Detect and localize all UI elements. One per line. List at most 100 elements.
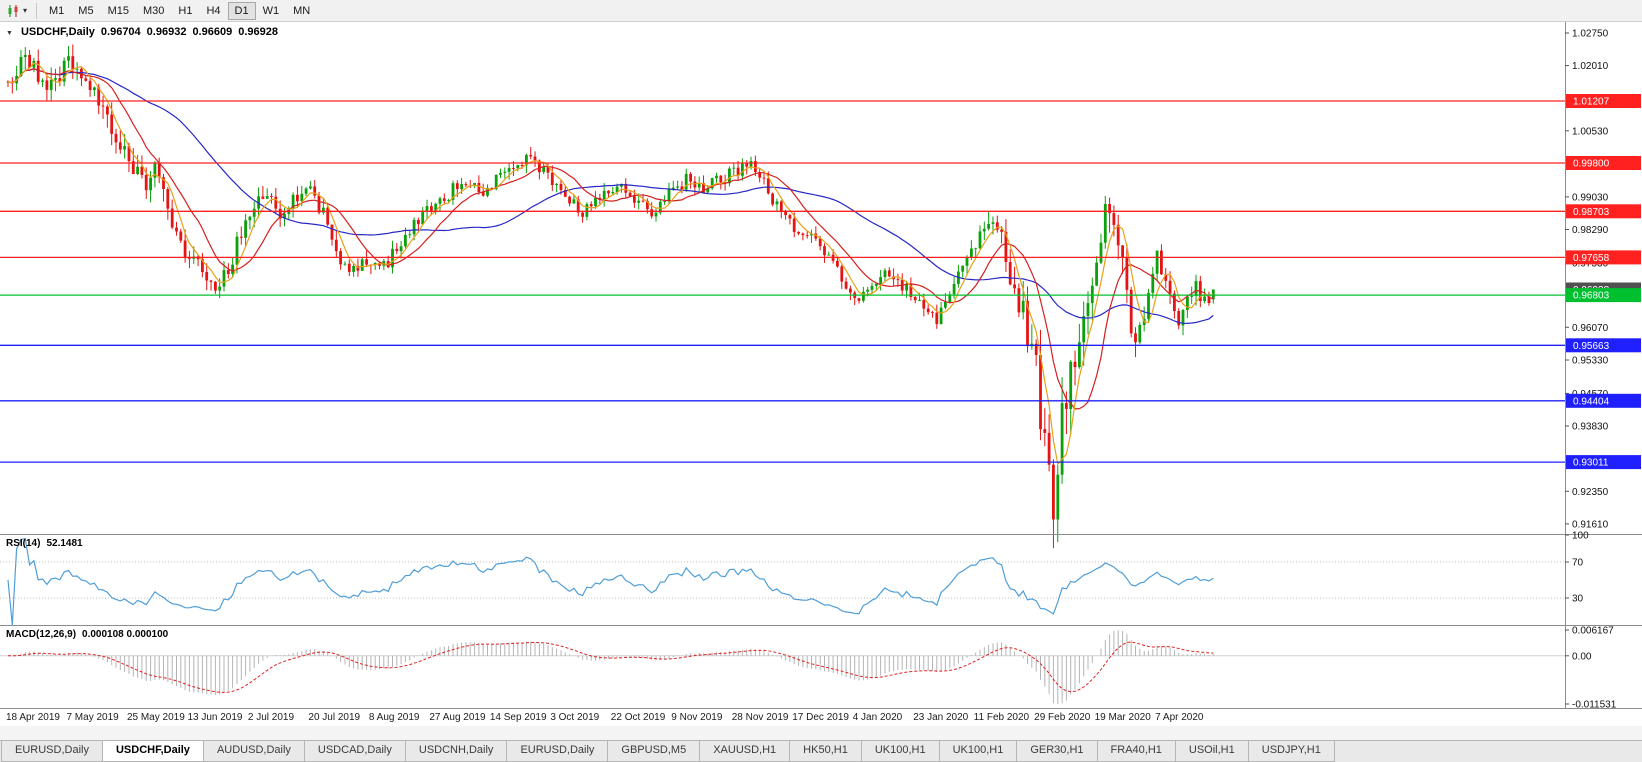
chart-canvas[interactable]: 1.027501.020101.005300.990300.982900.975… (0, 22, 1642, 708)
date-label: 7 May 2019 (66, 712, 119, 723)
price-tick-label: 0.95330 (1572, 356, 1609, 367)
date-label: 11 Feb 2020 (973, 712, 1030, 723)
timeframe-button-m15[interactable]: M15 (101, 2, 136, 20)
macd-name: MACD(12,26,9) (6, 629, 77, 640)
timeframe-button-d1[interactable]: D1 (227, 1, 256, 20)
level-badge-0.98703-label: 0.98703 (1573, 207, 1610, 218)
chart-tab-12-fra40-h1[interactable]: FRA40,H1 (1096, 741, 1176, 762)
price-badges: 0.969281.012070.998000.987030.976580.968… (1566, 94, 1641, 470)
price-tick-label: 1.02750 (1572, 29, 1609, 40)
level-badge-0.97658-label: 0.97658 (1573, 253, 1610, 264)
level-badge-0.95663-label: 0.95663 (1573, 341, 1610, 352)
level-badge-1.01207-label: 1.01207 (1573, 97, 1610, 108)
level-badge-0.95663 (1566, 338, 1641, 353)
macd-indicator-label: MACD(12,26,9) 0.000108 0.000100 (6, 629, 168, 640)
chart-tab-0-eurusd-daily[interactable]: EURUSD,Daily (1, 741, 103, 762)
toolbar-separator (36, 2, 38, 19)
level-badge-0.99800 (1566, 156, 1641, 170)
rsi-indicator-label: RSI(14) 52.1481 (6, 538, 83, 549)
date-label: 7 Apr 2020 (1155, 712, 1204, 723)
timeframe-button-m1[interactable]: M1 (42, 2, 71, 20)
rsi-tick-label: 30 (1572, 594, 1584, 605)
date-label: 23 Jan 2020 (913, 712, 969, 723)
rsi-pane: 100 70 30 (0, 531, 1589, 626)
chart-tab-1-usdchf-daily[interactable]: USDCHF,Daily (101, 741, 204, 762)
rsi-value: 52.1481 (46, 538, 83, 549)
macd-tick-label: 0.00 (1572, 651, 1592, 662)
candlestick-series[interactable] (6, 44, 1215, 549)
symbol-title: USDCHF,Daily (20, 26, 95, 38)
chart-tab-8-hk50-h1[interactable]: HK50,H1 (789, 741, 862, 762)
chart-tab-4-usdcnh-daily[interactable]: USDCNH,Daily (404, 741, 508, 762)
price-tick-label: 1.02010 (1572, 61, 1609, 72)
ma-40-line (7, 68, 1214, 325)
level-badge-0.93011-label: 0.93011 (1573, 458, 1609, 469)
date-label: 18 Apr 2019 (6, 712, 60, 723)
macd-signal-line (8, 641, 1214, 693)
price-tick-label: 0.92350 (1572, 487, 1609, 498)
date-label: 8 Aug 2019 (368, 712, 420, 723)
chart-tab-10-uk100-h1[interactable]: UK100,H1 (938, 741, 1018, 762)
symbol-ohlc-header: ▼ USDCHF,Daily 0.96704 0.96932 0.96609 0… (6, 26, 278, 38)
date-label: 13 Jun 2019 (187, 712, 243, 723)
macd-histogram (11, 630, 1214, 704)
chart-tab-14-usdjpy-h1[interactable]: USDJPY,H1 (1247, 741, 1335, 762)
timeframe-button-w1[interactable]: W1 (256, 2, 287, 20)
level-badge-0.96803-label: 0.96803 (1573, 291, 1610, 302)
price-tick-label: 0.91610 (1572, 519, 1609, 530)
chart-tab-7-xauusd-h1[interactable]: XAUUSD,H1 (699, 741, 791, 762)
date-label: 3 Oct 2019 (550, 712, 600, 723)
time-axis[interactable]: 18 Apr 2019 7 May 2019 25 May 2019 13 Jun 2… (0, 708, 1642, 726)
date-label: 20 Jul 2019 (308, 712, 361, 723)
chart-tab-2-audusd-daily[interactable]: AUDUSD,Daily (202, 741, 305, 762)
chart-tab-5-eurusd-daily[interactable]: EURUSD,Daily (506, 741, 609, 762)
chart-tab-6-gbpusd-m5[interactable]: GBPUSD,M5 (607, 741, 701, 762)
horizontal-levels[interactable] (0, 100, 1565, 463)
macd-tick-label: -0.011531 (1572, 700, 1617, 709)
collapse-triangle-icon[interactable]: ▼ (6, 30, 13, 37)
macd-values: 0.000108 0.000100 (82, 629, 169, 640)
price-tick-label: 0.99030 (1572, 192, 1609, 203)
macd-tick-label: 0.006167 (1572, 626, 1614, 637)
date-label: 25 May 2019 (126, 712, 185, 723)
level-badge-0.96803 (1566, 288, 1641, 303)
timeframe-button-h4[interactable]: H4 (199, 2, 227, 20)
chevron-down-icon: ▾ (23, 5, 28, 15)
top-toolbar: ▾ M1 M5 M15 M30 H1 H4 D1 W1 MN (0, 0, 1642, 22)
date-label: 17 Dec 2019 (792, 712, 849, 723)
chart-tab-13-usoil-h1[interactable]: USOil,H1 (1174, 741, 1249, 762)
rsi-line (7, 538, 1214, 626)
date-label: 2 Jul 2019 (247, 712, 295, 723)
timeframe-button-h1[interactable]: H1 (171, 2, 199, 20)
level-badge-0.98703 (1566, 204, 1641, 219)
price-tick-label: 1.00530 (1572, 126, 1609, 137)
rsi-name: RSI(14) (6, 538, 41, 549)
date-label: 27 Aug 2019 (429, 712, 486, 723)
macd-pane: 0.006167 0.00 -0.011531 (0, 626, 1617, 709)
price-close: 0.96928 (238, 26, 278, 38)
chart-type-button[interactable]: ▾ (3, 2, 31, 20)
timeframe-button-mn[interactable]: MN (286, 2, 317, 20)
timeframe-button-m30[interactable]: M30 (136, 2, 171, 20)
chart-tab-3-usdcad-daily[interactable]: USDCAD,Daily (303, 741, 406, 762)
bottom-spacer (0, 726, 1642, 740)
date-label: 29 Feb 2020 (1034, 712, 1091, 723)
chart-tab-9-uk100-h1[interactable]: UK100,H1 (860, 741, 940, 762)
rsi-tick-label: 70 (1572, 558, 1584, 569)
timeframe-button-m5[interactable]: M5 (71, 2, 100, 20)
level-badge-1.01207 (1566, 94, 1641, 108)
chart-tab-bar: EURUSD,Daily USDCHF,Daily AUDUSD,Daily USDC… (0, 740, 1642, 762)
ma-12-line (7, 68, 1214, 410)
price-low: 0.96609 (192, 26, 233, 38)
price-high: 0.96932 (146, 26, 187, 38)
candlestick-chart-icon (8, 4, 18, 17)
moving-averages (7, 62, 1214, 466)
price-tick-label: 0.96070 (1572, 323, 1609, 334)
level-badge-0.93011 (1566, 455, 1641, 470)
date-label: 19 Mar 2020 (1094, 712, 1151, 723)
chart-tab-11-ger30-h1[interactable]: GER30,H1 (1016, 741, 1098, 762)
price-tick-label: 0.98290 (1572, 225, 1609, 236)
ma-5-line (7, 62, 1214, 466)
level-badge-0.94404 (1566, 393, 1641, 408)
